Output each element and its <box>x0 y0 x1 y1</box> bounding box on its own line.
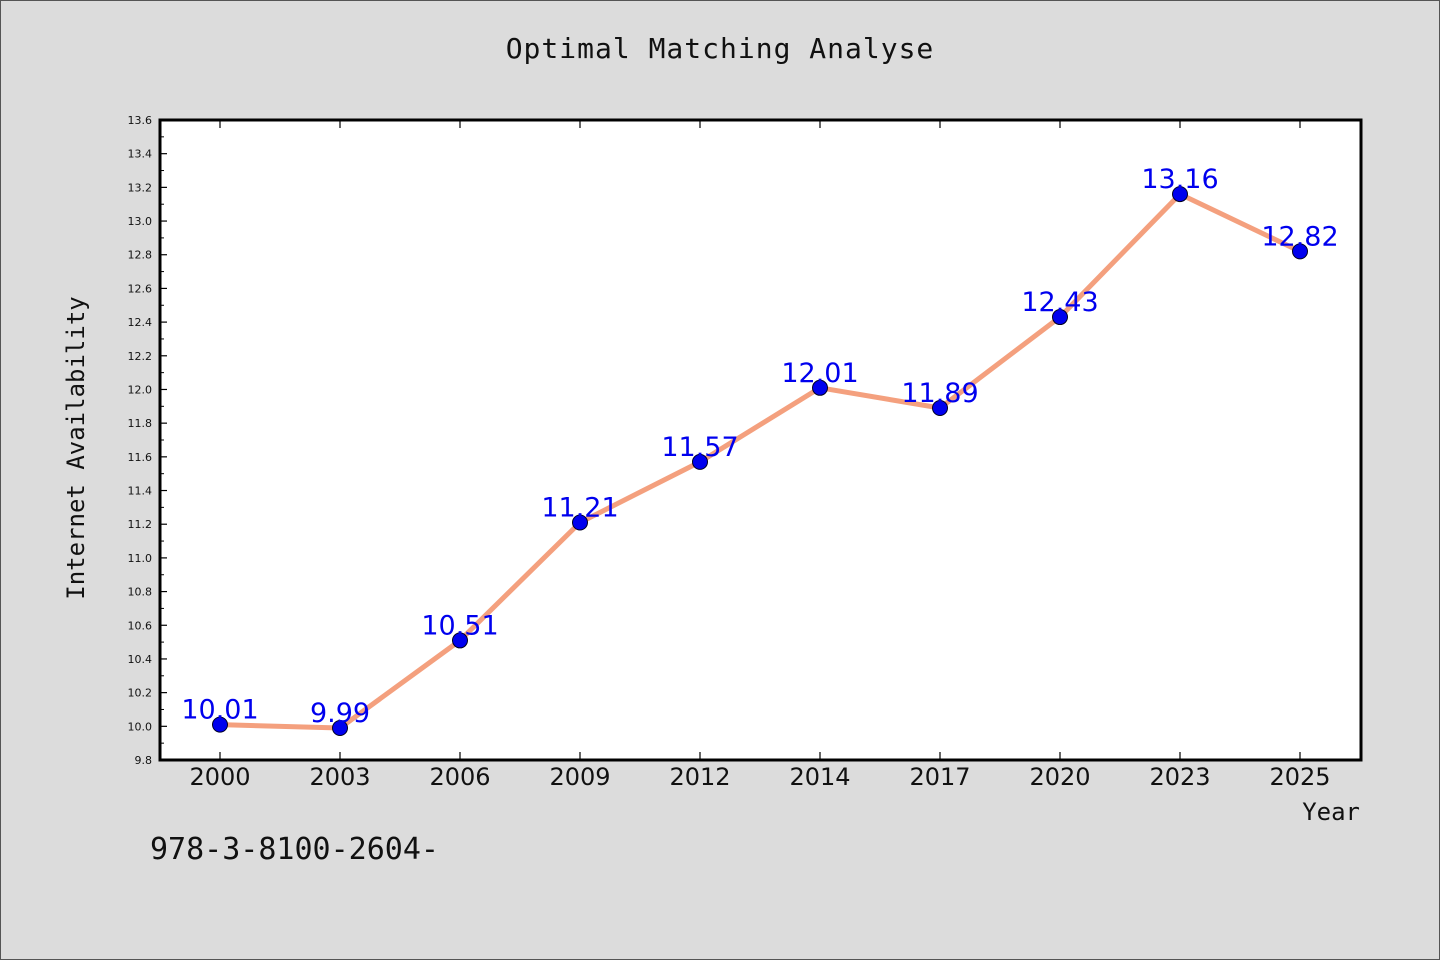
data-point <box>332 720 348 736</box>
x-tick-label: 2009 <box>549 763 610 791</box>
data-labels: 10.01 9.99 10.51 11.21 11.57 12.01 11.89 12.43 1… <box>181 164 1338 729</box>
data-point <box>1052 309 1068 326</box>
y-tick-label: 12.8 <box>128 249 153 262</box>
data-label: 11.89 <box>901 378 978 409</box>
y-tick-label: 13.2 <box>128 181 153 194</box>
data-label: 12.43 <box>1021 287 1098 318</box>
series-line <box>217 191 1303 731</box>
y-tick-label: 9.8 <box>135 754 153 767</box>
isbn-text: 978-3-8100-2604- <box>150 832 439 867</box>
x-tick-label: 2014 <box>789 763 850 791</box>
y-tick-label: 12.2 <box>128 350 153 363</box>
y-tick-label: 12.0 <box>128 383 153 396</box>
chart-title: Optimal Matching Analyse <box>505 32 935 65</box>
y-tick-label: 11.4 <box>128 485 153 498</box>
y-tick-label: 13.0 <box>128 215 153 228</box>
y-tick-label: 12.6 <box>128 282 153 295</box>
y-tick-label: 13.6 <box>128 114 153 127</box>
y-tick-label: 10.0 <box>128 720 153 733</box>
data-label: 12.82 <box>1261 221 1338 252</box>
y-tick-label: 10.4 <box>128 653 153 666</box>
x-tick-label: 2006 <box>429 763 490 791</box>
data-point <box>1292 243 1308 260</box>
data-point <box>452 632 468 649</box>
x-tick-label: 2020 <box>1029 763 1090 791</box>
y-tick-label: 10.6 <box>128 619 153 632</box>
plot-area <box>158 118 1363 762</box>
data-label: 10.51 <box>421 610 498 641</box>
data-point <box>932 400 948 416</box>
y-tick-label: 11.8 <box>128 417 153 430</box>
data-point <box>1172 186 1188 203</box>
y-tick-label: 12.4 <box>128 316 153 329</box>
data-label: 9.99 <box>310 698 370 729</box>
data-label: 10.01 <box>181 695 258 726</box>
x-tick-label: 2000 <box>189 763 250 791</box>
x-tick-label: 2017 <box>909 763 970 791</box>
y-axis: 9.8 10.0 10.2 10.4 10.6 10.8 11.0 11.2 11.4 11.6 1… <box>128 114 167 767</box>
data-label: 11.21 <box>541 493 618 524</box>
x-tick-label: 2025 <box>1269 763 1330 791</box>
data-point <box>812 379 828 396</box>
y-tick-label: 11.2 <box>128 518 153 531</box>
y-tick-label: 11.6 <box>128 451 153 464</box>
data-label: 11.57 <box>661 432 738 463</box>
y-tick-label: 10.8 <box>128 586 153 599</box>
x-axis: 2000 2003 2006 2009 2012 2014 2017 2020 2023 2025 <box>189 120 1331 791</box>
data-point <box>212 716 228 733</box>
y-tick-label: 13.4 <box>128 148 153 161</box>
x-tick-label: 2012 <box>669 763 730 791</box>
y-tick-label: 10.2 <box>128 687 153 700</box>
data-label: 13.16 <box>1141 164 1218 195</box>
x-axis-label: Year <box>1302 798 1360 826</box>
x-tick-label: 2003 <box>309 763 370 791</box>
y-axis-label: Internet Availability <box>62 296 90 599</box>
data-point <box>572 514 588 531</box>
data-label: 12.01 <box>781 358 858 389</box>
x-tick-label: 2023 <box>1149 763 1210 791</box>
data-markers <box>212 186 1308 736</box>
y-tick-label: 11.0 <box>128 552 153 565</box>
data-point <box>692 453 708 470</box>
